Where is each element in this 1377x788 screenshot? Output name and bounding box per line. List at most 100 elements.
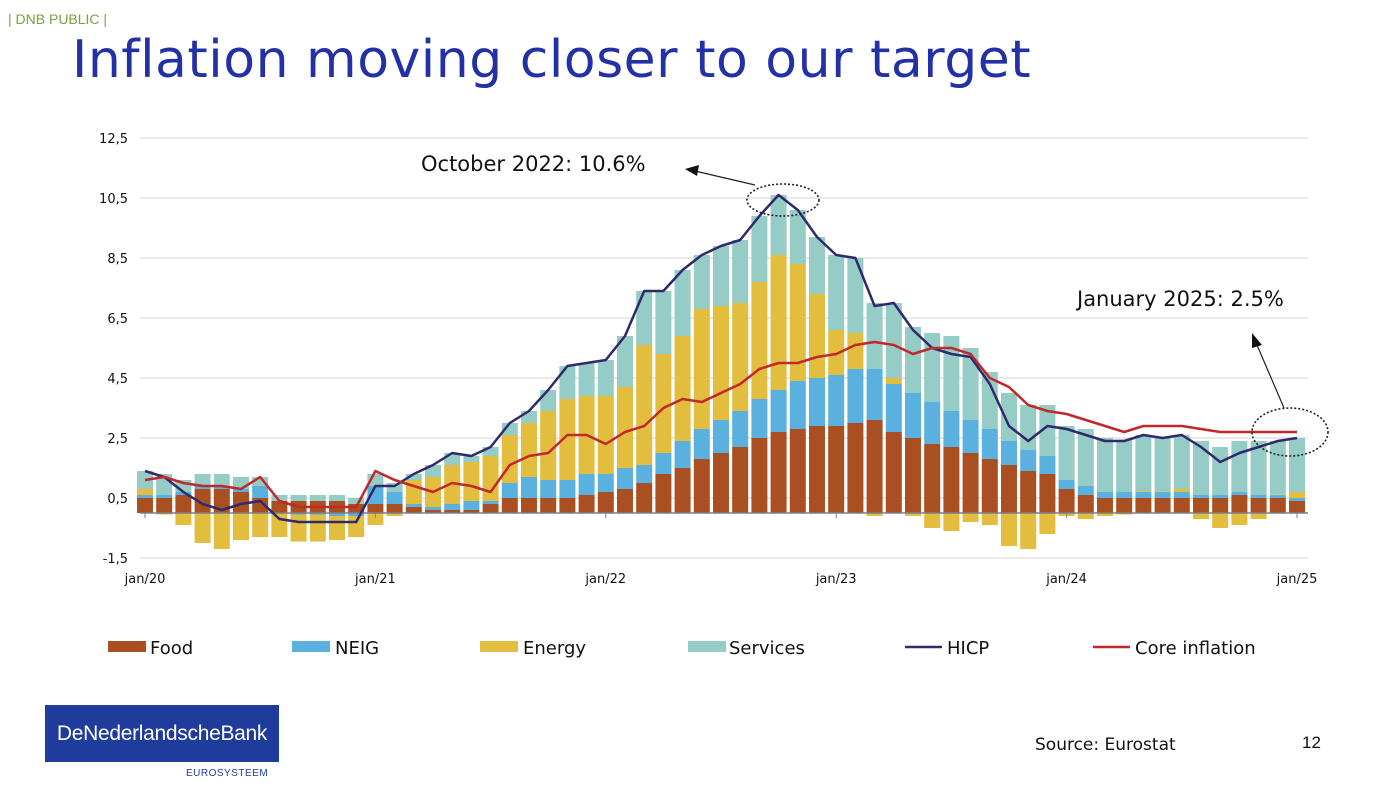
bar-food: [655, 474, 672, 513]
bar-services: [540, 390, 557, 411]
source-note: Source: Eurostat: [1035, 735, 1176, 755]
bar-food: [809, 426, 825, 513]
bar-food: [597, 492, 614, 513]
bar-services: [905, 327, 921, 393]
y-tick-label: 10,5: [99, 192, 128, 207]
bar-food: [175, 495, 192, 513]
bar-services: [1135, 435, 1152, 492]
bar-services: [213, 474, 230, 486]
bar-food: [636, 483, 653, 513]
bar-energy: [789, 264, 806, 381]
dnb-logo: DeNederlandscheBank: [45, 705, 279, 762]
bar-energy: [828, 330, 845, 375]
bar-energy: [1077, 513, 1094, 519]
bar-food: [137, 498, 153, 513]
bar-neig: [1097, 492, 1113, 498]
bar-food: [1231, 495, 1248, 513]
bar-food: [847, 423, 864, 513]
legend-swatch-food: [108, 641, 146, 652]
bar-energy: [329, 516, 345, 540]
bar-energy: [981, 513, 998, 525]
bar-energy: [194, 513, 211, 543]
bar-neig: [828, 375, 845, 426]
bar-energy: [885, 378, 902, 384]
bar-food: [233, 492, 249, 513]
bar-food: [866, 420, 883, 513]
bar-services: [194, 474, 211, 486]
bar-neig: [905, 393, 921, 438]
bar-services: [559, 366, 576, 399]
bar-energy: [1154, 491, 1171, 492]
arrowhead-icon: [685, 165, 699, 176]
bar-energy: [713, 306, 729, 420]
bar-neig: [789, 381, 806, 429]
bar-food: [386, 504, 403, 513]
bar-food: [271, 501, 288, 513]
bar-food: [1173, 498, 1190, 513]
bar-services: [1058, 426, 1075, 480]
bar-neig: [809, 378, 825, 426]
bar-food: [885, 432, 902, 513]
bar-neig: [329, 513, 345, 516]
bar-food: [1135, 498, 1152, 513]
legend-label-food: Food: [150, 638, 193, 659]
bar-services: [636, 291, 653, 345]
bar-neig: [252, 486, 269, 498]
bar-food: [1001, 465, 1017, 513]
bar-services: [962, 348, 979, 420]
bar-services: [1250, 441, 1267, 495]
bar-neig: [213, 486, 230, 489]
bar-services: [405, 474, 422, 480]
bar-energy: [501, 435, 518, 483]
bar-services: [1154, 438, 1171, 492]
legend-swatch-services: [688, 641, 726, 652]
bar-services: [789, 210, 806, 264]
bar-energy: [943, 513, 960, 531]
bar-neig: [386, 492, 403, 504]
bar-neig: [1212, 495, 1229, 498]
bar-energy: [636, 345, 653, 465]
bar-food: [617, 489, 633, 513]
bar-energy: [444, 465, 461, 504]
bar-food: [540, 498, 557, 513]
bar-neig: [137, 495, 153, 498]
legend-label-energy: Energy: [523, 638, 586, 659]
y-tick-label: 8,5: [107, 252, 128, 267]
bar-services: [348, 498, 365, 504]
legend-label-services: Services: [729, 638, 805, 659]
annotation-january-2025: January 2025: 2.5%: [1075, 287, 1284, 311]
bar-food: [828, 426, 845, 513]
bar-services: [329, 495, 345, 501]
bar-neig: [444, 504, 461, 510]
bar-food: [1289, 501, 1305, 513]
bar-food: [156, 498, 173, 513]
bar-neig: [1039, 456, 1056, 474]
bar-energy: [252, 513, 269, 537]
arrowhead-icon: [1252, 333, 1262, 348]
bar-services: [655, 291, 672, 354]
bar-energy: [866, 513, 883, 516]
bar-neig: [751, 399, 768, 438]
bar-neig: [194, 486, 211, 489]
annotation-jan25-arrow: [1256, 344, 1285, 409]
annotation-oct22-arrow: [694, 170, 756, 186]
page-title: Inflation moving closer to our target: [72, 30, 1032, 90]
bar-energy: [1020, 513, 1037, 549]
bar-services: [1039, 405, 1056, 456]
x-tick-label: jan/24: [1045, 572, 1087, 587]
bar-energy: [1212, 513, 1229, 528]
bar-neig: [962, 420, 979, 453]
bar-energy: [290, 514, 307, 542]
bar-neig: [943, 411, 960, 447]
bar-energy: [367, 513, 384, 525]
legend-label-core: Core inflation: [1135, 638, 1256, 659]
bar-food: [1212, 498, 1229, 513]
bar-food: [367, 504, 384, 513]
bar-energy: [213, 513, 230, 549]
bar-energy: [521, 423, 537, 477]
bar-energy: [1039, 513, 1056, 534]
bar-food: [1020, 471, 1037, 513]
eurosystem-label: EUROSYSTEEM: [186, 768, 269, 779]
bar-neig: [1058, 480, 1075, 489]
bar-energy: [1173, 489, 1190, 492]
